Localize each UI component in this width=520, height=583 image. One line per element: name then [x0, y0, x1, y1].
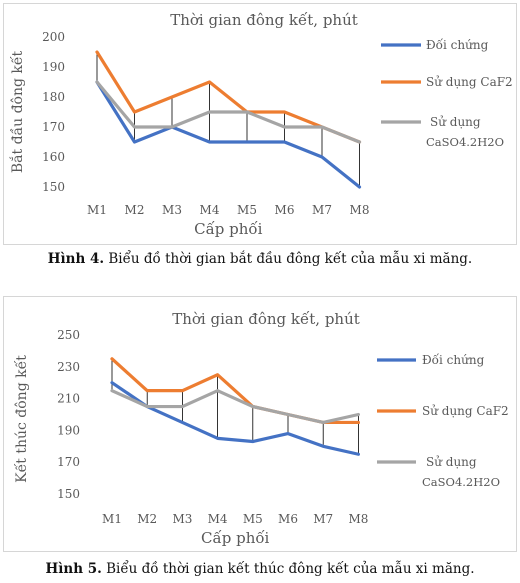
x-tick-label: M5 [243, 512, 263, 526]
x-tick-label: M6 [275, 203, 295, 217]
series-line-0 [95, 80, 362, 189]
chart-end-setting-svg: Thời gian đông kết, phút 150 170 190 210 230 2… [13, 310, 509, 547]
legend-label: Đối chứng [426, 37, 489, 52]
x-tick-label: M2 [125, 203, 145, 217]
legend-label: Sử dụng CaF2 [422, 404, 509, 418]
y-tick-label: 230 [57, 360, 80, 374]
x-tick-label: M4 [208, 512, 228, 526]
figure-4-text: Biểu đồ thời gian bắt đầu đông kết của m… [104, 251, 473, 267]
x-tick-label: M3 [172, 512, 192, 526]
series-line-2 [110, 389, 360, 425]
series-line-2 [95, 80, 362, 144]
chart-title: Thời gian đông kết, phút [172, 310, 360, 328]
legend-label: Sử dụng [426, 455, 477, 469]
y-tick-label: 170 [42, 120, 65, 134]
legend-label: CaSO4.2H2O [422, 475, 500, 489]
figure-5-text: Biểu đồ thời gian kết thúc đông kết của … [101, 561, 475, 577]
x-tick-label: M1 [87, 203, 107, 217]
y-tick-label: 150 [42, 180, 65, 194]
chart-start-setting-svg: Thời gian đông kết, phút 150 160 170 180 190 2… [8, 11, 513, 238]
x-axis-label: Cấp phối [201, 529, 269, 547]
x-tick-label: M7 [313, 512, 333, 526]
figure-4-caption: Hình 4. Biểu đồ thời gian bắt đầu đông k… [0, 251, 520, 267]
legend-label: CaSO4.2H2O [426, 135, 504, 149]
y-tick-label: 160 [42, 150, 65, 164]
x-tick-label: M8 [348, 512, 368, 526]
y-tick-label: 150 [57, 487, 80, 501]
x-tick-label: M6 [278, 512, 298, 526]
legend-label: Sử dụng CaF2 [426, 75, 513, 89]
x-tick-label: M4 [200, 203, 220, 217]
y-tick-label: 190 [57, 423, 80, 437]
y-tick-label: 180 [42, 90, 65, 104]
x-tick-label: M8 [350, 203, 370, 217]
figure-4-label: Hình 4. [47, 251, 105, 267]
legend-label: Đối chứng [422, 352, 485, 367]
chart-start-setting: Thời gian đông kết, phút 150 160 170 180 190 2… [3, 3, 517, 245]
series-line-1 [95, 50, 362, 144]
chart-title: Thời gian đông kết, phút [170, 11, 358, 29]
x-tick-label: M7 [312, 203, 332, 217]
y-tick-label: 210 [57, 392, 80, 406]
x-axis-label: Cấp phối [194, 220, 262, 238]
y-axis-label: Bắt đầu đông kết [8, 50, 26, 173]
x-tick-label: M5 [237, 203, 257, 217]
y-tick-label: 250 [57, 328, 80, 342]
legend-label: Sử dụng [430, 115, 481, 129]
x-tick-label: M2 [137, 512, 157, 526]
y-tick-label: 190 [42, 60, 65, 74]
x-tick-label: M3 [162, 203, 182, 217]
series-line-1 [110, 357, 360, 425]
series-line-0 [110, 381, 360, 456]
y-tick-label: 200 [42, 30, 65, 44]
chart-end-setting: Thời gian đông kết, phút 150 170 190 210 230 2… [3, 296, 517, 552]
figure-5-caption: Hình 5. Biểu đồ thời gian kết thúc đông … [0, 561, 520, 577]
y-tick-label: 170 [57, 455, 80, 469]
x-tick-label: M1 [102, 512, 122, 526]
y-axis-label: Kết thúc đông kết [13, 355, 30, 483]
figure-5-label: Hình 5. [45, 561, 102, 577]
